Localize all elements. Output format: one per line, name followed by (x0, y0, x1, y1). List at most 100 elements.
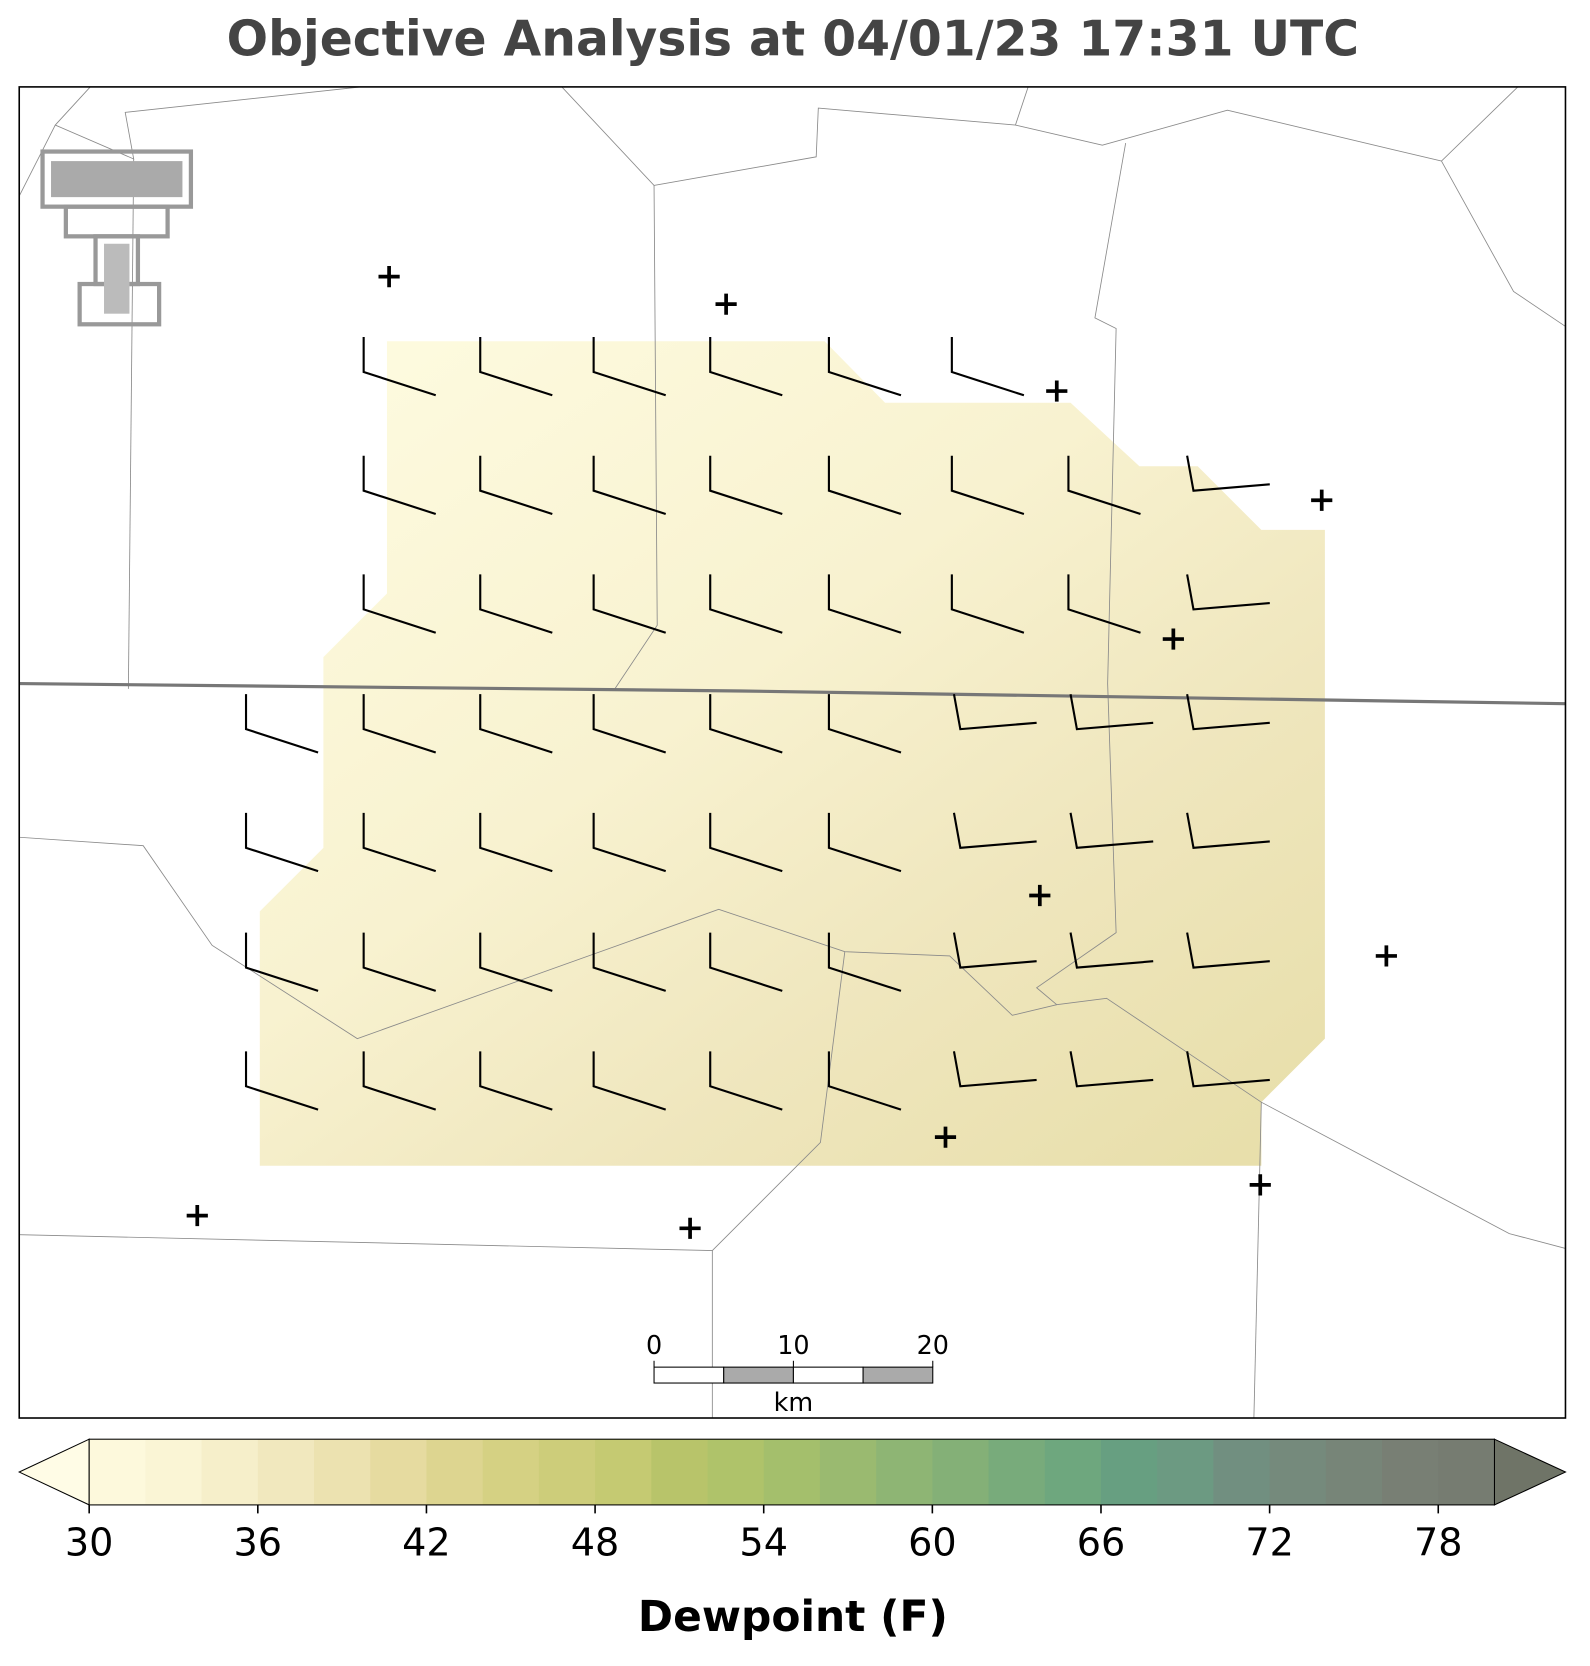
colorbar-swatch (932, 1439, 990, 1505)
colorbar-swatch (314, 1439, 371, 1505)
wind-barb (950, 574, 1025, 634)
wind-barb (1067, 574, 1141, 634)
colorbar-swatch (1325, 1439, 1383, 1505)
wind-barb (827, 574, 902, 634)
wind-barb (952, 693, 1037, 731)
wind-barb (592, 337, 667, 397)
colorbar-swatch (257, 1439, 315, 1505)
scale-segment (653, 1366, 725, 1384)
wind-barb (592, 812, 667, 873)
scale-segment (862, 1366, 934, 1384)
wind-barb (709, 337, 783, 397)
logo-bar (51, 161, 183, 198)
wind-barb (244, 694, 319, 754)
station-marker (186, 1204, 208, 1227)
colorbar-tick-label: 42 (402, 1521, 451, 1565)
colorbar-swatch (819, 1439, 877, 1505)
colorbar-under (17, 1438, 90, 1506)
scale-unit: km (774, 1387, 814, 1417)
wind-barb (709, 1051, 783, 1111)
wind-barb (1069, 812, 1154, 849)
colorbar-tick-label: 60 (908, 1521, 957, 1565)
wind-barb (244, 812, 319, 873)
colorbar-tick-label: 78 (1414, 1521, 1463, 1565)
wind-barb (362, 337, 437, 397)
colorbar: 30 36 42 48 54 60 66 72 78 (17, 1438, 1567, 1565)
station-marker (1249, 1174, 1271, 1196)
wind-barb (952, 812, 1037, 849)
wind-barb (592, 574, 667, 634)
wind-barb (827, 932, 902, 992)
wind-barb (592, 694, 667, 754)
colorbar-swatch (89, 1439, 146, 1505)
colorbar-swatch (482, 1439, 540, 1505)
scale-label: 10 (777, 1330, 809, 1360)
wind-barb (827, 812, 902, 873)
colorbar-swatch (1438, 1439, 1495, 1505)
wind-barb (950, 455, 1025, 516)
wind-barb (709, 694, 783, 754)
station-marker (1162, 628, 1184, 650)
station-marker (715, 293, 737, 315)
wind-barb (950, 337, 1025, 397)
wind-barb (362, 455, 437, 516)
wind-barb (479, 812, 553, 873)
station-marker (1046, 380, 1068, 402)
colorbar-swatch (201, 1439, 259, 1505)
wind-barb (827, 694, 902, 754)
wind-barb (1186, 693, 1270, 731)
scale-bar: 0 10 20 km (646, 1330, 949, 1417)
scale-label: 0 (646, 1330, 662, 1360)
station-marker (1029, 884, 1051, 907)
wind-barb (479, 455, 553, 516)
colorbar-swatch (1213, 1439, 1271, 1505)
wind-barb (952, 1051, 1037, 1088)
wind-barb (244, 1051, 319, 1111)
wind-barb (592, 455, 667, 516)
colorbar-swatch (1382, 1439, 1439, 1505)
wind-barb (244, 932, 319, 992)
dewpoint-field (259, 341, 1325, 1166)
logo (40, 149, 194, 327)
station-marker (934, 1126, 957, 1148)
county-boundaries (18, 86, 1566, 1419)
colorbar-frame (88, 1438, 1495, 1506)
wind-barb (362, 812, 437, 873)
wind-barb (479, 1051, 553, 1111)
wind-barb (1067, 455, 1141, 516)
colorbar-tick-label: 54 (739, 1521, 788, 1565)
colorbar-swatch (426, 1439, 484, 1505)
colorbar-swatch (595, 1439, 652, 1505)
wind-barb (1186, 455, 1270, 492)
colorbar-swatch (1157, 1439, 1214, 1505)
wind-barb (479, 574, 553, 634)
wind-barb (592, 932, 667, 992)
title: Objective Analysis at 04/01/23 17:31 UTC (227, 11, 1359, 67)
scale-segment (792, 1366, 864, 1384)
colorbar-swatch (876, 1439, 933, 1505)
wind-barb (1069, 693, 1154, 731)
wind-barb (362, 574, 437, 634)
colorbar-swatch (538, 1439, 596, 1505)
wind-barb (1069, 932, 1154, 969)
map-frame (18, 86, 1567, 1419)
colorbar-over (1493, 1438, 1567, 1506)
wind-barb (709, 932, 783, 992)
wind-barb (479, 932, 553, 992)
wind-barb (709, 812, 783, 873)
colorbar-tick-label: 36 (234, 1521, 283, 1565)
colorbar-tick-label: 30 (65, 1521, 114, 1565)
wind-barb (1186, 812, 1270, 849)
station-marker (679, 1217, 701, 1239)
stations (186, 266, 1397, 1239)
scale-segment (723, 1366, 794, 1384)
colorbar-tick-label: 48 (571, 1521, 620, 1565)
wind-barb (709, 455, 783, 516)
colorbar-swatch (988, 1439, 1046, 1505)
colorbar-swatch (370, 1439, 427, 1505)
state-line (19, 681, 1566, 706)
wind-barb (1069, 1051, 1154, 1088)
colorbar-swatch (707, 1439, 765, 1505)
logo-stem-fill (104, 243, 130, 314)
